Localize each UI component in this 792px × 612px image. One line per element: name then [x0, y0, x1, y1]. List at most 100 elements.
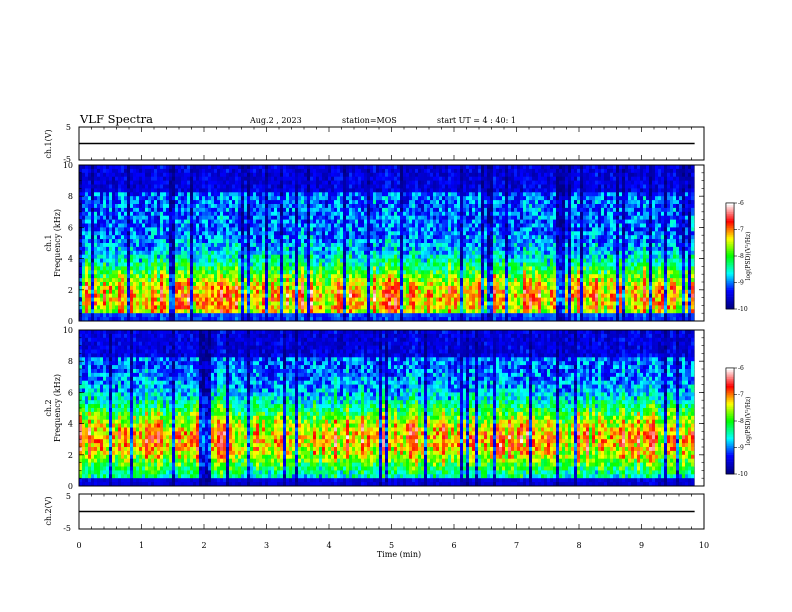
- spectrogram-cell: [343, 246, 347, 252]
- spectrogram-cell: [349, 262, 353, 267]
- spectrogram-cell: [109, 289, 113, 294]
- spectrogram-cell: [94, 278, 98, 283]
- spectrogram-cell: [139, 297, 143, 302]
- spectrogram-cell: [313, 227, 317, 232]
- spectrogram-cell: [283, 204, 287, 209]
- spectrogram-cell: [88, 165, 92, 170]
- spectrogram-cell: [316, 270, 320, 275]
- spectrogram-cell: [145, 278, 149, 283]
- spectrogram-cell: [343, 289, 347, 294]
- spectrogram-cell: [133, 282, 137, 287]
- spectrogram-cell: [361, 219, 365, 224]
- spectrogram-cell: [337, 285, 341, 291]
- spectrogram-cell: [109, 266, 113, 271]
- spectrogram-cell: [94, 250, 98, 255]
- spectrogram-cell: [319, 239, 323, 244]
- spectrogram-cell: [130, 219, 134, 224]
- spectrogram-cell: [280, 246, 284, 252]
- spectrogram-cell: [169, 313, 173, 318]
- spectrogram-cell: [97, 188, 101, 193]
- spectrogram-cell: [145, 165, 149, 170]
- spectrogram-cell: [115, 243, 119, 248]
- spectrogram-cell: [199, 243, 203, 248]
- spectrogram-cell: [190, 282, 194, 287]
- spectrogram-cell: [376, 165, 380, 170]
- spectrogram-cell: [364, 254, 368, 259]
- spectrogram-cell: [109, 297, 113, 302]
- spectrogram-cell: [142, 200, 146, 205]
- spectrogram-cell: [187, 196, 191, 201]
- spectrogram-cell: [379, 227, 383, 232]
- spectrogram-cell: [241, 262, 245, 267]
- spectrogram-cell: [136, 293, 140, 298]
- spectrogram-cell: [187, 293, 191, 298]
- spectrogram-cell: [361, 168, 365, 174]
- spectrogram-cell: [220, 313, 224, 318]
- spectrogram-cell: [235, 293, 239, 298]
- spectrogram-cell: [322, 258, 326, 263]
- spectrogram-cell: [241, 200, 245, 205]
- spectrogram-cell: [376, 293, 380, 298]
- spectrogram-cell: [388, 285, 392, 291]
- spectrogram-cell: [118, 204, 122, 209]
- spectrogram-cell: [289, 313, 293, 318]
- spectrogram-cell: [178, 207, 182, 213]
- spectrogram-cell: [328, 239, 332, 244]
- spectrogram-cell: [343, 196, 347, 201]
- spectrogram-cell: [178, 270, 182, 275]
- spectrogram-cell: [166, 235, 170, 240]
- spectrogram-cell: [307, 246, 311, 252]
- spectrogram-cell: [352, 184, 356, 189]
- spectrogram-cell: [259, 289, 263, 294]
- spectrogram-cell: [400, 293, 404, 298]
- spectrogram-cell: [88, 207, 92, 213]
- spectrogram-cell: [331, 309, 335, 314]
- spectrogram-cell: [106, 297, 110, 302]
- spectrogram-cell: [193, 211, 197, 216]
- spectrogram-cell: [121, 305, 125, 310]
- spectrogram-cell: [175, 285, 179, 291]
- spectrogram-cell: [103, 243, 107, 248]
- spectrogram-cell: [106, 172, 110, 177]
- spectrogram-cell: [217, 200, 221, 205]
- spectrogram-cell: [133, 204, 137, 209]
- spectrogram-cell: [283, 227, 287, 232]
- spectrogram-cell: [187, 223, 191, 228]
- colorbar-swatch: [726, 468, 734, 471]
- spectrogram-cell: [139, 235, 143, 240]
- spectrogram-cell: [91, 219, 95, 224]
- spectrogram-cell: [343, 274, 347, 279]
- spectrogram-cell: [271, 165, 275, 170]
- spectrogram-cell: [361, 293, 365, 298]
- spectrogram-cell: [316, 227, 320, 232]
- spectrogram-cell: [283, 262, 287, 267]
- spectrogram-cell: [250, 301, 254, 306]
- spectrogram-cell: [355, 184, 359, 189]
- spectrogram-cell: [328, 207, 332, 213]
- spectrogram-cell: [85, 196, 89, 201]
- spectrogram-cell: [292, 266, 296, 271]
- spectrogram-cell: [160, 196, 164, 201]
- spectrogram-cell: [403, 176, 407, 181]
- spectrogram-cell: [262, 215, 266, 220]
- colorbar-swatch: [726, 421, 734, 424]
- spectrogram-cell: [145, 204, 149, 209]
- spectrogram-cell: [391, 200, 395, 205]
- spectrogram-cell: [316, 243, 320, 248]
- spectrogram-cell: [334, 176, 338, 181]
- spectrogram-cell: [106, 262, 110, 267]
- spectrogram-cell: [235, 196, 239, 201]
- spectrogram-cell: [238, 239, 242, 244]
- spectrogram-cell: [289, 250, 293, 255]
- spectrogram-cell: [295, 180, 299, 185]
- spectrogram-cell: [178, 211, 182, 216]
- spectrogram-cell: [82, 165, 86, 170]
- spectrogram-cell: [397, 211, 401, 216]
- spectrogram-cell: [403, 172, 407, 177]
- spectrogram-cell: [367, 219, 371, 224]
- spectrogram-cell: [319, 317, 323, 322]
- spectrogram-cell: [319, 297, 323, 302]
- spectrogram-cell: [220, 204, 224, 209]
- colorbar-swatch: [726, 280, 734, 283]
- spectrogram-cell: [130, 188, 134, 193]
